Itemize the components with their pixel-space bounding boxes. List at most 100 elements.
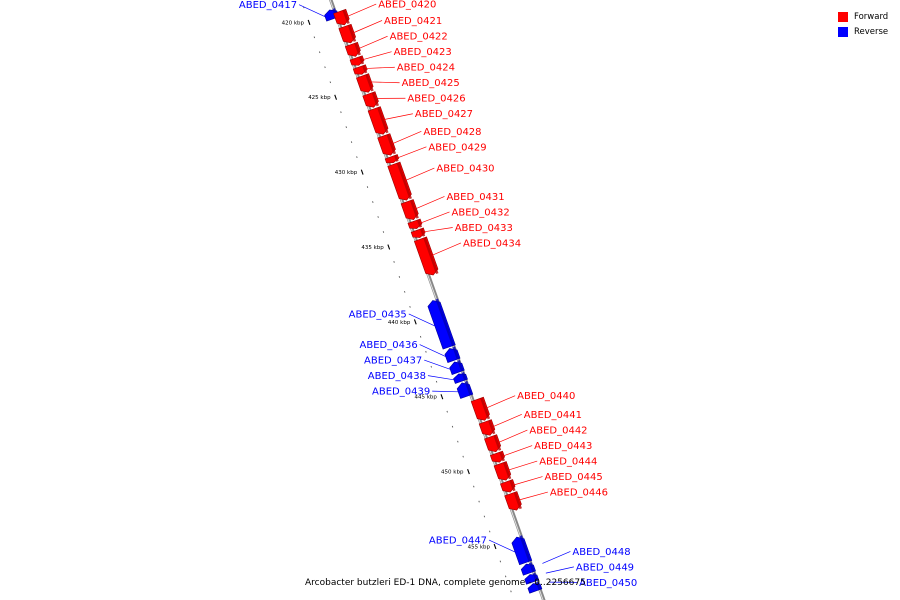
gene-arrow-shade — [354, 42, 361, 56]
gene-label[interactable]: ABED_0449 — [576, 562, 634, 573]
legend: Forward Reverse — [838, 9, 888, 39]
major-tick — [440, 394, 444, 400]
minor-tick — [398, 276, 401, 278]
gene-label[interactable]: ABED_0443 — [534, 441, 592, 452]
major-tick — [413, 319, 417, 325]
label-leader-line — [384, 113, 413, 120]
reverse-swatch — [838, 26, 848, 37]
gene-arrow-shade — [461, 372, 467, 381]
minor-tick — [329, 81, 331, 84]
gene-label[interactable]: ABED_0444 — [539, 457, 597, 468]
gene-label[interactable]: ABED_0427 — [415, 109, 473, 120]
label-leader-line — [432, 242, 462, 256]
gene-label[interactable]: ABED_0433 — [455, 223, 513, 234]
minor-tick — [356, 156, 358, 159]
legend-reverse: Reverse — [838, 24, 888, 39]
gene-label[interactable]: ABED_0431 — [446, 192, 504, 203]
gene-label[interactable]: ABED_0450 — [579, 578, 637, 589]
minor-tick — [340, 111, 342, 114]
gene-arrow-shade — [358, 56, 365, 65]
tick-label: 455 kbp — [468, 544, 491, 550]
gene-label[interactable]: ABED_0438 — [368, 371, 426, 382]
minor-tick — [483, 515, 486, 518]
major-tick — [387, 244, 391, 250]
minor-tick — [393, 261, 395, 263]
minor-tick — [318, 51, 321, 54]
gene-label[interactable]: ABED_0426 — [407, 94, 465, 105]
gene-label[interactable]: ABED_0434 — [463, 238, 521, 249]
major-tick — [307, 19, 311, 25]
genome-caption: Arcobacter butzleri ED-1 DNA, complete g… — [305, 578, 586, 588]
gene-label[interactable]: ABED_0435 — [349, 309, 407, 320]
label-leader-line — [393, 130, 422, 144]
label-leader-line — [504, 445, 533, 456]
tick-label: 445 kbp — [414, 395, 437, 401]
gene-label[interactable]: ABED_0448 — [572, 547, 630, 558]
gene-label[interactable]: ABED_0420 — [378, 0, 436, 11]
label-leader-line — [408, 313, 435, 327]
minor-tick — [478, 500, 480, 503]
gene-arrow-shade — [499, 451, 505, 462]
gene-label[interactable]: ABED_0423 — [394, 47, 452, 58]
gene-label[interactable]: ABED_0430 — [436, 164, 494, 175]
label-layer: ABED_0420 ABED_0421 ABED_0422 ABED_0423 ABED… — [239, 0, 637, 589]
gene-label[interactable]: ABED_0439 — [372, 387, 430, 398]
label-leader-line — [348, 3, 377, 17]
gene-arrow-shade — [519, 535, 531, 562]
legend-reverse-label: Reverse — [854, 26, 889, 37]
minor-tick — [504, 575, 507, 578]
label-leader-line — [363, 51, 392, 60]
label-leader-line — [424, 359, 451, 370]
gene-label[interactable]: ABED_0446 — [550, 488, 608, 499]
gene-arrow-shade — [377, 106, 389, 134]
minor-tick — [462, 455, 464, 458]
tick-label: 440 kbp — [388, 320, 411, 326]
gene-arrow-shade — [342, 9, 350, 24]
gene-label[interactable]: ABED_0440 — [517, 391, 575, 402]
gene-arrow-shade — [488, 419, 496, 435]
label-leader-line — [359, 35, 388, 49]
label-leader-line — [545, 566, 574, 574]
gene-arrow-shade — [423, 237, 439, 275]
gene-arrow-shade — [371, 91, 379, 107]
gene-label[interactable]: ABED_0441 — [524, 410, 582, 421]
minor-tick — [382, 231, 385, 233]
gene-arrow-shade — [416, 219, 423, 228]
gene-label[interactable]: ABED_0442 — [529, 426, 587, 437]
gene-label[interactable]: ABED_0424 — [397, 63, 455, 74]
gene-arrow-shade — [532, 572, 538, 582]
gene-layer — [324, 8, 543, 594]
gene-label[interactable]: ABED_0429 — [428, 142, 486, 153]
gene-label[interactable]: ABED_0436 — [360, 340, 418, 351]
gene-arrow-shade — [480, 397, 491, 420]
label-leader-line — [488, 539, 516, 553]
gene-arrow-shade — [513, 491, 522, 510]
gene-label[interactable]: ABED_0432 — [452, 207, 510, 218]
gene-arrow-shade — [509, 479, 516, 492]
gene-label[interactable]: ABED_0428 — [423, 127, 481, 138]
label-leader-line — [353, 20, 383, 33]
label-leader-line — [519, 491, 548, 501]
label-leader-line — [298, 4, 326, 17]
minor-tick — [372, 201, 374, 203]
gene-arrow-shade — [347, 24, 357, 42]
gene-arrow-shade — [394, 154, 399, 162]
minor-tick — [345, 126, 347, 129]
major-tick — [493, 543, 497, 550]
tick-label: 430 kbp — [335, 170, 358, 176]
minor-tick — [419, 335, 422, 338]
gene-label[interactable]: ABED_0422 — [390, 32, 448, 43]
gene-label[interactable]: ABED_0445 — [545, 472, 603, 483]
gene-label[interactable]: ABED_0421 — [384, 16, 442, 27]
gene-arrow-shade — [535, 581, 542, 591]
label-leader-line — [432, 390, 459, 393]
gene-label[interactable]: ABED_0437 — [364, 356, 422, 367]
gene-label[interactable]: ABED_0447 — [429, 536, 487, 547]
gene-label[interactable]: ABED_0425 — [402, 78, 460, 89]
tick-layer: 420 kbp 425 kbp 430 kbp 435 kbp 440 kbp 445 k… — [282, 6, 512, 593]
gene-arrow-shade — [493, 434, 502, 451]
gene-label[interactable]: ABED_0417 — [239, 0, 297, 11]
label-leader-line — [366, 66, 395, 69]
tick-label: 425 kbp — [308, 95, 331, 101]
